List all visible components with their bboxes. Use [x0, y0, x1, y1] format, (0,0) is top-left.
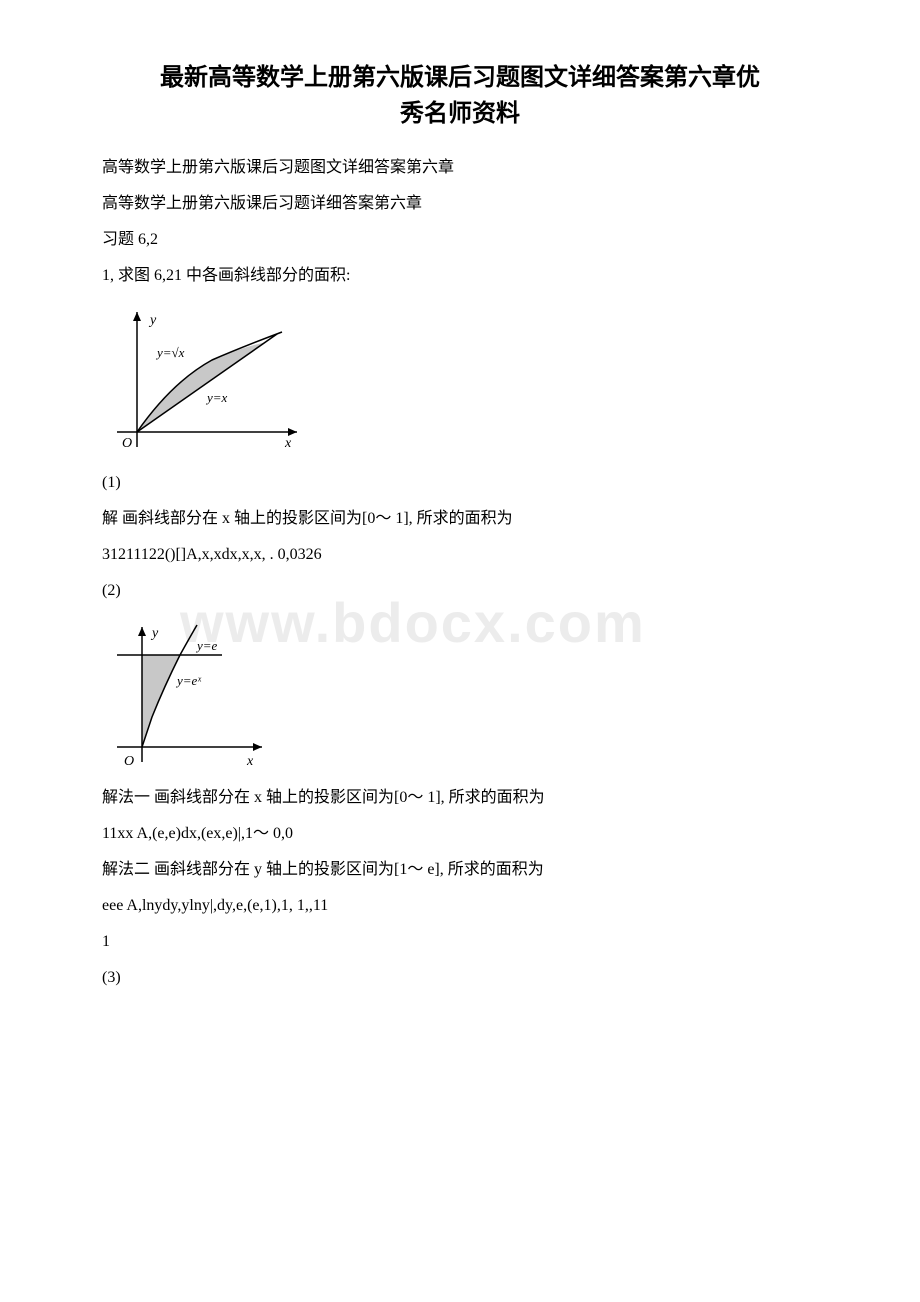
y-axis-arrow: [138, 627, 146, 636]
curve-label-ye: y=e: [195, 638, 218, 653]
figure-1: y x y=√x y=x O: [102, 302, 850, 457]
paragraph: (3): [70, 962, 850, 994]
y-axis-arrow: [133, 312, 141, 321]
origin-label: O: [124, 754, 134, 769]
paragraph: (1): [70, 467, 850, 499]
x-axis-label: x: [246, 754, 254, 769]
figure-2: y x y=e y=eˣ O: [102, 617, 850, 772]
curve-label-yx: y=x: [205, 390, 228, 405]
shaded-region: [142, 655, 180, 747]
paragraph: 1, 求图 6,21 中各画斜线部分的面积:: [70, 260, 850, 292]
origin-label: O: [122, 436, 132, 451]
paragraph: eee A,lnydy,ylny|,dy,e,(e,1),1, 1,,11: [70, 890, 850, 922]
title-line-1: 最新高等数学上册第六版课后习题图文详细答案第六章优: [160, 64, 760, 91]
curve-label-ex: y=eˣ: [175, 673, 201, 688]
document-title: 最新高等数学上册第六版课后习题图文详细答案第六章优 秀名师资料: [70, 60, 850, 132]
paragraph: 解法二 画斜线部分在 y 轴上的投影区间为[1～ e], 所求的面积为: [70, 854, 850, 886]
x-axis-label: x: [284, 436, 292, 451]
paragraph: 解法一 画斜线部分在 x 轴上的投影区间为[0～ 1], 所求的面积为: [70, 782, 850, 814]
document-content: 最新高等数学上册第六版课后习题图文详细答案第六章优 秀名师资料 高等数学上册第六…: [70, 60, 850, 994]
paragraph: 习题 6,2: [70, 224, 850, 256]
paragraph: 31211122()[]A,x,xdx,x,x, . 0,0326: [70, 539, 850, 571]
y-axis-label: y: [150, 626, 159, 641]
paragraph: 高等数学上册第六版课后习题图文详细答案第六章: [70, 152, 850, 184]
title-line-2: 秀名师资料: [400, 100, 520, 127]
x-axis-arrow: [253, 743, 262, 751]
y-axis-label: y: [148, 313, 157, 328]
paragraph: (2): [70, 575, 850, 607]
x-axis-arrow: [288, 428, 297, 436]
curve-label-sqrt: y=√x: [155, 345, 185, 360]
paragraph: 11xx A,(e,e)dx,(ex,e)|,1～ 0,0: [70, 818, 850, 850]
paragraph: 高等数学上册第六版课后习题详细答案第六章: [70, 188, 850, 220]
paragraph: 1: [70, 926, 850, 958]
paragraph: 解 画斜线部分在 x 轴上的投影区间为[0～ 1], 所求的面积为: [70, 503, 850, 535]
